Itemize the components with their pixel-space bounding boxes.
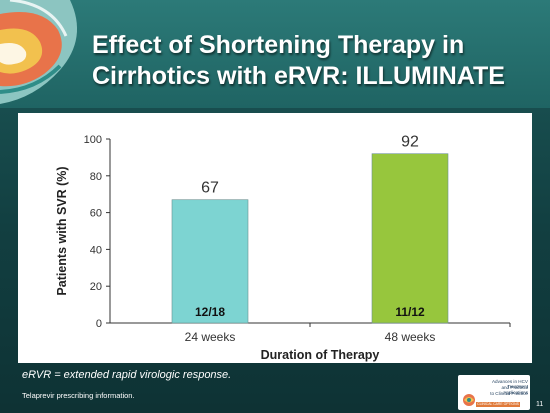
badge-line-3: to Clinical Practice: [490, 391, 528, 396]
data-label-0: 67: [201, 180, 219, 197]
chart-panel: 0 20 40 60 80 100 67 12/18 24 weeks 92 11/12 48 wee…: [18, 113, 532, 363]
title-line-1: Effect of Shortening Therapy in: [92, 31, 465, 59]
program-badge: Advances in HCV Treatment and Practical …: [458, 375, 530, 410]
y-tick-label-2: 40: [90, 244, 102, 256]
badge-line-2: and Practical Applications: [501, 385, 528, 396]
y-tick-label-0: 0: [96, 318, 102, 330]
x-tick-label-0: 24 weeks: [185, 330, 236, 344]
badge-tag: CLINICAL CARE OPTIONS: [476, 402, 520, 407]
bar-inner-label-1: 11/12: [395, 305, 425, 319]
source-note: Telaprevir prescribing information.: [22, 391, 135, 400]
slide-title: Effect of Shortening Therapy in Cirrhoti…: [92, 30, 542, 92]
y-axis-title: Patients with SVR (%): [55, 166, 69, 295]
bar-0: [171, 199, 249, 324]
bar-chart: 0 20 40 60 80 100 67 12/18 24 weeks 92 11/12 48 wee…: [55, 134, 511, 362]
title-line-2: Cirrhotics with eRVR: ILLUMINATE: [92, 62, 505, 90]
data-label-1: 92: [401, 134, 419, 151]
badge-mark-icon: [463, 394, 475, 406]
footnote: eRVR = extended rapid virologic response…: [22, 369, 232, 381]
bar-inner-label-0: 12/18: [195, 305, 225, 319]
y-tick-label-3: 60: [90, 208, 102, 220]
y-tick-label-4: 80: [90, 171, 102, 183]
title-banner: [0, 0, 550, 108]
ribbon-logo-icon: [0, 0, 78, 104]
page-number: 11: [536, 401, 544, 408]
badge-line-1: Advances in HCV Treatment: [491, 379, 528, 390]
y-tick-label-1: 20: [90, 281, 102, 293]
y-tick-label-5: 100: [84, 134, 102, 146]
x-axis-title: Duration of Therapy: [261, 348, 380, 362]
x-tick-label-1: 48 weeks: [385, 330, 436, 344]
bar-1: [371, 153, 449, 324]
